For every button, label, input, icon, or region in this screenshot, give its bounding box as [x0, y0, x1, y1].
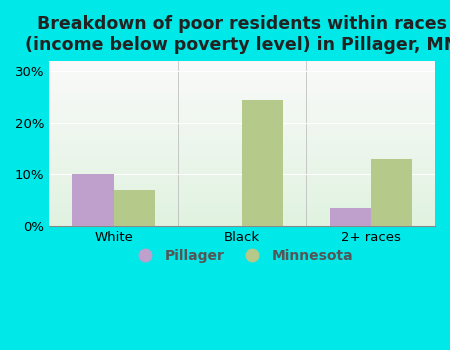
Bar — [72, 174, 114, 226]
Bar — [242, 100, 284, 226]
Bar — [329, 208, 371, 226]
Title: Breakdown of poor residents within races
(income below poverty level) in Pillage: Breakdown of poor residents within races… — [26, 15, 450, 54]
Bar — [371, 159, 412, 226]
Legend: Pillager, Minnesota: Pillager, Minnesota — [126, 244, 359, 269]
Bar — [114, 190, 155, 226]
